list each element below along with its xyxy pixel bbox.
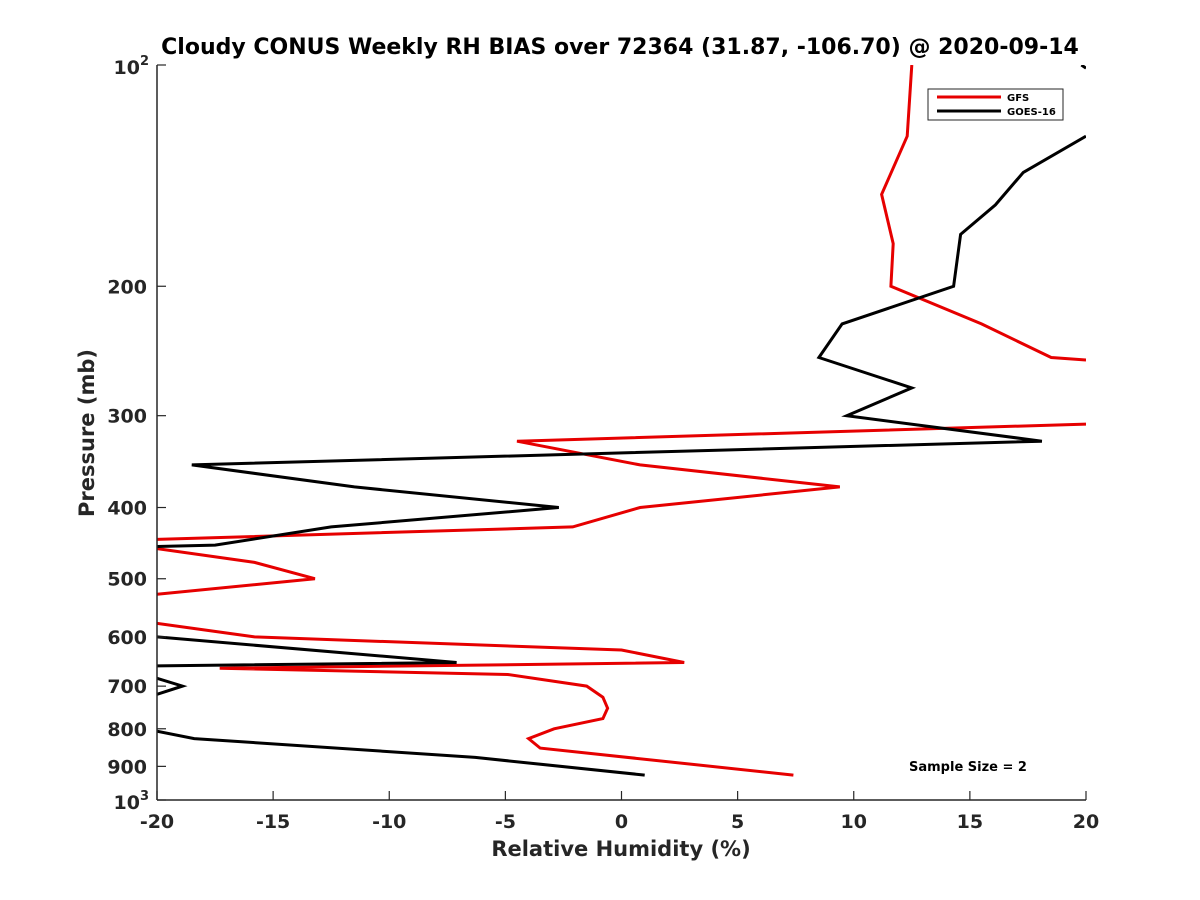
x-tick-label: -10 (372, 811, 406, 833)
y-tick-label: 102 (114, 54, 150, 79)
x-tick-label: -20 (140, 811, 174, 833)
y-tick-label: 400 (107, 498, 147, 520)
legend: GFS GOES-16 (927, 88, 1064, 121)
plot-area (157, 65, 1086, 777)
series-goes-16-line-4 (157, 676, 188, 696)
x-tick-label: 15 (957, 811, 983, 833)
legend-label-goes-16: GOES-16 (1007, 107, 1056, 118)
legend-label-gfs: GFS (1007, 93, 1029, 104)
y-tick-label: 600 (107, 627, 147, 649)
sample-size-annotation: Sample Size = 2 (909, 760, 1027, 775)
x-tick-label: 20 (1073, 811, 1099, 833)
y-tick-label: 800 (107, 719, 147, 741)
axes: -20 -15 -10 -5 0 5 10 15 20 102 200 300 400 500 600 700… (107, 54, 1099, 833)
y-axis-label: Pressure (mb) (75, 349, 99, 517)
chart-title: Cloudy CONUS Weekly RH BIAS over 72364 (… (161, 35, 1079, 60)
x-tick-label: 5 (731, 811, 744, 833)
series-goes-16-line-3 (157, 635, 457, 668)
y-tick-label: 900 (107, 756, 147, 778)
series-gfs-line-1 (880, 65, 1086, 362)
series-gfs-line-4 (157, 621, 794, 777)
x-tick-label: -5 (495, 811, 516, 833)
series-goes-16-line-5 (157, 729, 645, 777)
y-tick-label: 103 (114, 789, 150, 814)
series-goes-16-line-2 (157, 134, 1086, 548)
legend-box (927, 88, 1064, 121)
series-goes-16-line-1 (1080, 65, 1086, 70)
y-tick-label: 300 (107, 406, 147, 428)
x-tick-label: 0 (615, 811, 628, 833)
y-tick-label: 200 (107, 276, 147, 298)
x-tick-label: 10 (841, 811, 867, 833)
y-tick-label: 700 (107, 676, 147, 698)
x-tick-label: -15 (256, 811, 290, 833)
x-axis-label: Relative Humidity (%) (491, 837, 750, 861)
series-gfs-line-3 (157, 547, 316, 596)
series-gfs-line-2 (157, 422, 1086, 541)
y-tick-label: 500 (107, 569, 147, 591)
